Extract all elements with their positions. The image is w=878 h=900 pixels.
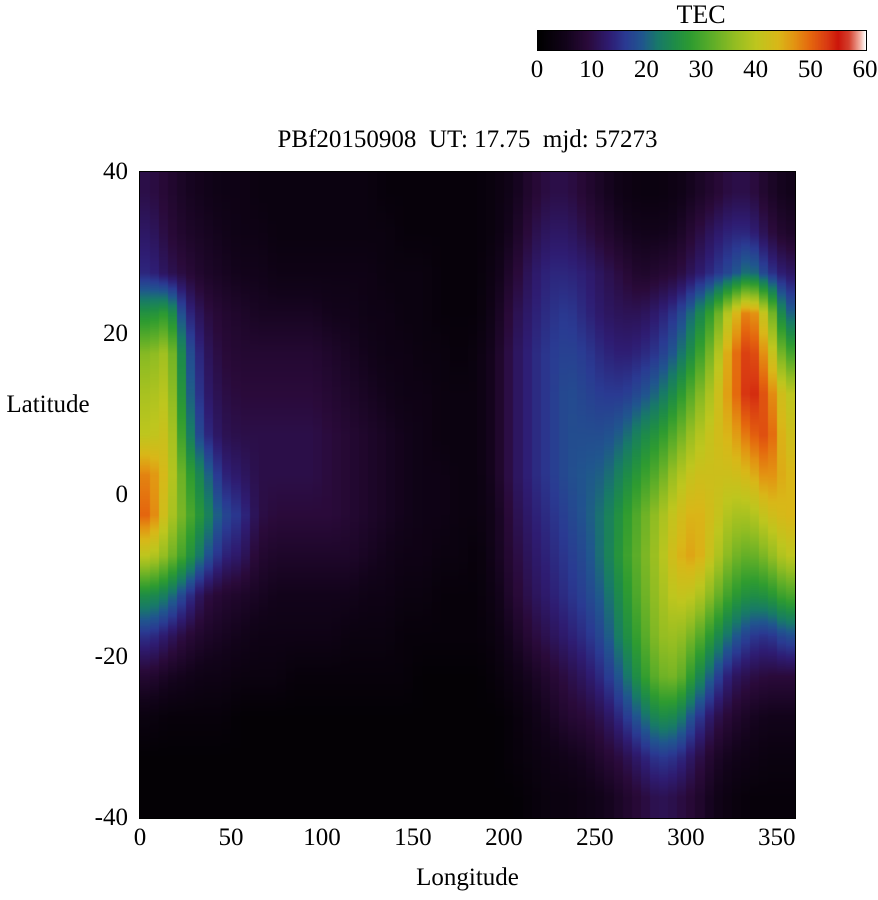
- colorbar-gradient: [538, 31, 866, 50]
- x-tick-label: 350: [758, 824, 796, 851]
- plot-title: PBf20150908 UT: 17.75 mjd: 57273: [277, 126, 658, 153]
- x-tick-label: 50: [218, 824, 244, 851]
- heatmap-canvas: [140, 172, 795, 818]
- x-tick-label: 300: [667, 824, 705, 851]
- x-tick-label: 150: [394, 824, 432, 851]
- x-tick-label: 100: [303, 824, 341, 851]
- colorbar-tick-label: 40: [743, 56, 769, 83]
- x-tick-label: 200: [485, 824, 523, 851]
- colorbar: [537, 30, 867, 51]
- y-tick-label: -20: [94, 642, 128, 670]
- y-tick-label: 40: [103, 158, 128, 185]
- y-tick-label: 20: [103, 319, 128, 347]
- colorbar-tick-label: 30: [688, 56, 714, 83]
- x-axis-tick-labels: 0 50 100 150 200 250 300 350: [134, 824, 796, 856]
- colorbar-tick-label: 20: [633, 56, 659, 83]
- colorbar-tick-label: 60: [852, 56, 878, 83]
- x-tick-label: 0: [133, 824, 147, 851]
- colorbar-tick-label: 50: [797, 56, 823, 83]
- heatmap-plot-area: [139, 171, 796, 819]
- x-tick-label: 250: [576, 824, 614, 851]
- colorbar-title: TEC: [676, 0, 726, 29]
- colorbar-tick-label: 10: [579, 56, 605, 83]
- y-tick-label: 0: [115, 481, 129, 508]
- y-axis-tick-labels: 40 20 0 -20 -40: [0, 158, 129, 831]
- y-axis-label: Latitude: [6, 391, 90, 418]
- colorbar-tick-labels: 0 10 20 30 40 50 60: [531, 56, 878, 86]
- y-tick-label: -40: [94, 804, 128, 831]
- x-axis-label: Longitude: [416, 864, 519, 891]
- colorbar-tick-label: 0: [530, 56, 544, 83]
